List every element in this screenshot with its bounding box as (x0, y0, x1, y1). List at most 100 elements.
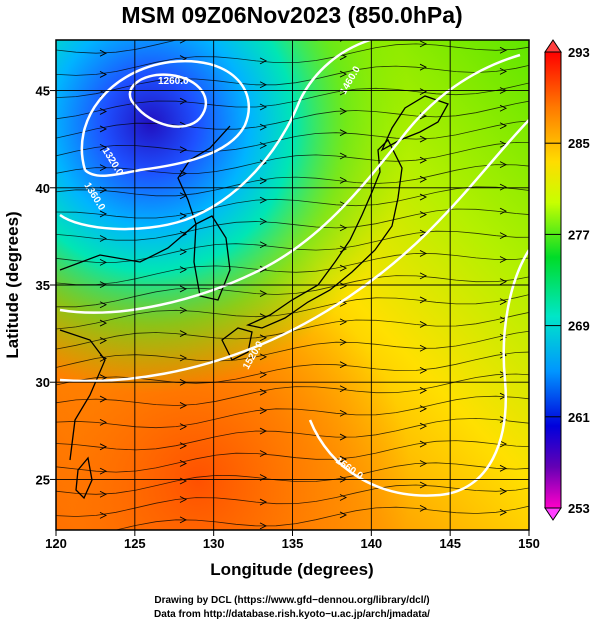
streamline-arrow (99, 143, 108, 151)
streamline-arrow (179, 248, 188, 256)
y-tick-label: 25 (36, 472, 50, 487)
colorbar: 293 285 277 269 261 253 (544, 39, 590, 521)
streamline-arrow (179, 97, 188, 105)
x-tick-label: 130 (203, 536, 225, 551)
streamline-arrow (419, 440, 428, 448)
streamline (56, 330, 529, 368)
streamline-arrow (339, 318, 348, 326)
streamline-arrow (339, 152, 348, 160)
streamline-arrow (179, 330, 188, 337)
streamline-arrow (499, 440, 508, 448)
streamline (56, 164, 529, 197)
streamline-arrow (339, 455, 348, 463)
streamline (56, 484, 529, 517)
streamline (56, 462, 529, 495)
streamline-arrow (259, 103, 268, 111)
streamline-arrow (259, 388, 268, 396)
streamline-arrow (499, 207, 508, 215)
x-tick-label: 145 (439, 536, 461, 551)
streamline-arrow (179, 496, 188, 503)
streamline (56, 120, 529, 157)
streamline-arrow (419, 193, 428, 201)
streamline-arrow (259, 371, 268, 379)
y-axis-label: Latitude (degrees) (3, 211, 22, 358)
streamline-arrow (419, 296, 428, 304)
streamline-arrow (259, 498, 268, 506)
streamline-arrow (339, 264, 348, 272)
streamline-arrow (499, 67, 508, 75)
streamline (56, 82, 529, 120)
streamline-arrow (259, 407, 268, 415)
streamline-arrow (419, 175, 428, 183)
streamline-arrow (419, 460, 428, 467)
streamline-arrow (419, 321, 428, 328)
contour-1460 (59, 53, 521, 314)
chart-title: MSM 09Z06Nov2023 (850.0hPa) (121, 2, 462, 28)
streamline-arrow (499, 278, 508, 286)
streamline-arrow (339, 433, 348, 441)
streamline (56, 252, 529, 285)
streamline-arrow (419, 405, 428, 413)
streamline-arrow (499, 104, 508, 112)
streamline-arrow (259, 265, 268, 273)
y-tick-label: 30 (36, 375, 50, 390)
streamline (56, 208, 529, 241)
streamline (56, 275, 529, 308)
contour-1520 (59, 119, 529, 383)
streamline-arrow (499, 183, 508, 191)
streamline (56, 395, 529, 429)
x-tick-labels: 120 125 130 135 140 145 150 (45, 536, 540, 551)
streamline-arrow (259, 522, 268, 530)
streamline-arrow (99, 210, 108, 218)
colorbar-label: 253 (568, 501, 590, 516)
colorbar-top-arrow (544, 39, 562, 53)
streamline-arrow (259, 427, 268, 435)
streamline (56, 417, 529, 451)
colorbar-label: 285 (568, 136, 590, 151)
streamline-arrow (339, 176, 348, 184)
coastline-mainland (59, 125, 231, 461)
streamline (56, 141, 529, 174)
streamline-arrow (499, 333, 508, 341)
contour-1560 (308, 249, 529, 497)
colorbar-label: 261 (568, 410, 590, 425)
streamline-arrow (100, 532, 106, 538)
streamline-arrow (339, 224, 348, 232)
streamline-arrow (419, 88, 428, 96)
streamline-arrow (339, 282, 348, 290)
streamline-arrow (99, 467, 108, 475)
colorbar-ticks (545, 51, 561, 509)
streamline-arrow (499, 508, 508, 516)
x-tick-label: 140 (360, 536, 382, 551)
x-tick-label: 150 (518, 536, 540, 551)
credit-data-source: Data from http://database.rish.kyoto−u.a… (154, 609, 430, 620)
streamline-arrow (419, 422, 428, 430)
streamline-arrow (259, 353, 268, 361)
x-tick-label: 125 (124, 536, 146, 551)
streamline-arrow (500, 24, 506, 30)
streamline-arrow (339, 107, 348, 115)
streamline-arrow (339, 361, 348, 369)
plot-area: 1260.0 1320.0 1360.0 1460.0 1520.0 1560.… (56, 24, 529, 538)
streamline-arrow (499, 371, 508, 379)
coastline-taiwan (75, 456, 93, 500)
streamline-arrow (259, 81, 268, 89)
streamline-arrow (419, 135, 428, 143)
grid-lines (56, 40, 529, 530)
streamline-arrow (419, 387, 428, 394)
streamline-arrow (99, 319, 108, 327)
streamline-arrow (419, 272, 428, 280)
streamline-arrow (179, 285, 188, 293)
streamline-arrow (179, 354, 188, 362)
streamline-arrow (259, 290, 268, 297)
streamline (114, 505, 529, 530)
streamline-arrow (419, 40, 428, 48)
coastline-japan-honshu (245, 138, 403, 329)
streamline-arrow (99, 164, 108, 172)
colorbar-label: 293 (568, 45, 590, 60)
streamline-arrow (179, 306, 188, 314)
streamline-arrow (259, 177, 268, 185)
contour-1260 (128, 73, 207, 128)
colorbar-label: 269 (568, 319, 590, 334)
streamline-arrow (259, 334, 268, 342)
